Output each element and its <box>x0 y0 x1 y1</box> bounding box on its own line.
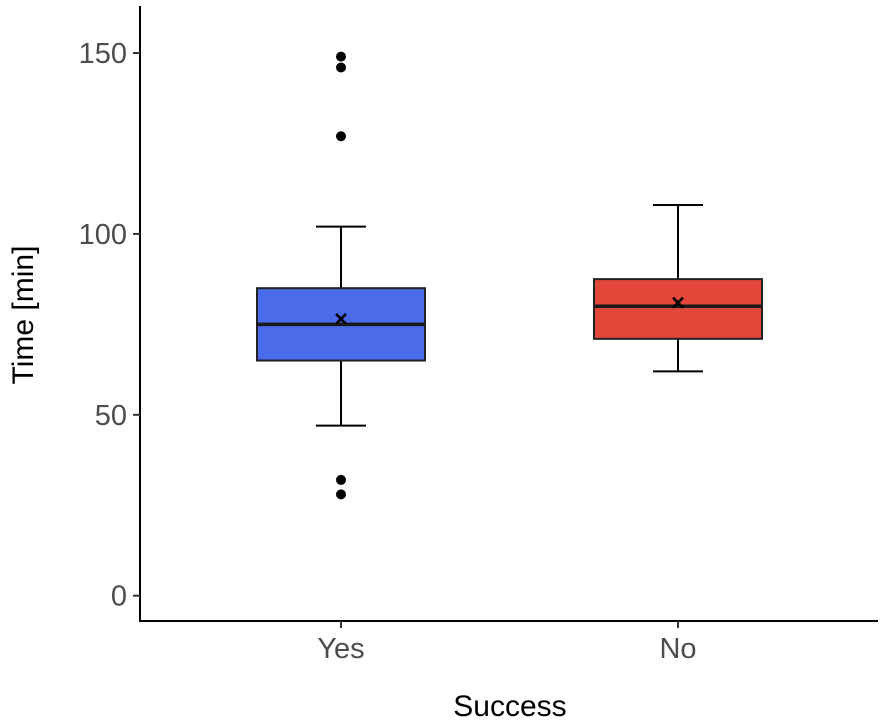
plot-marks <box>256 51 763 500</box>
outlier-point <box>336 131 346 142</box>
y-tick-label: 0 <box>111 581 127 613</box>
x-tick-label: No <box>659 633 696 665</box>
axes <box>139 6 878 622</box>
y-tick-label: 150 <box>79 38 127 70</box>
outlier-point <box>336 474 346 485</box>
outlier-point <box>336 62 346 73</box>
box-group-no <box>593 203 763 373</box>
outlier-point <box>336 489 346 500</box>
y-tick-label: 50 <box>95 400 127 432</box>
mean-marker <box>335 313 347 325</box>
mean-marker <box>672 296 684 309</box>
x-axis-title: Success <box>453 690 566 723</box>
axis-ticks: 0 50 100 150 Yes No <box>79 38 697 665</box>
outlier-point <box>336 51 346 62</box>
box-group-yes <box>256 51 426 500</box>
box-iqr <box>593 278 763 340</box>
y-axis-title: Time [min] <box>7 246 40 385</box>
x-tick-label: Yes <box>317 633 364 665</box>
y-tick-label: 100 <box>79 219 127 251</box>
